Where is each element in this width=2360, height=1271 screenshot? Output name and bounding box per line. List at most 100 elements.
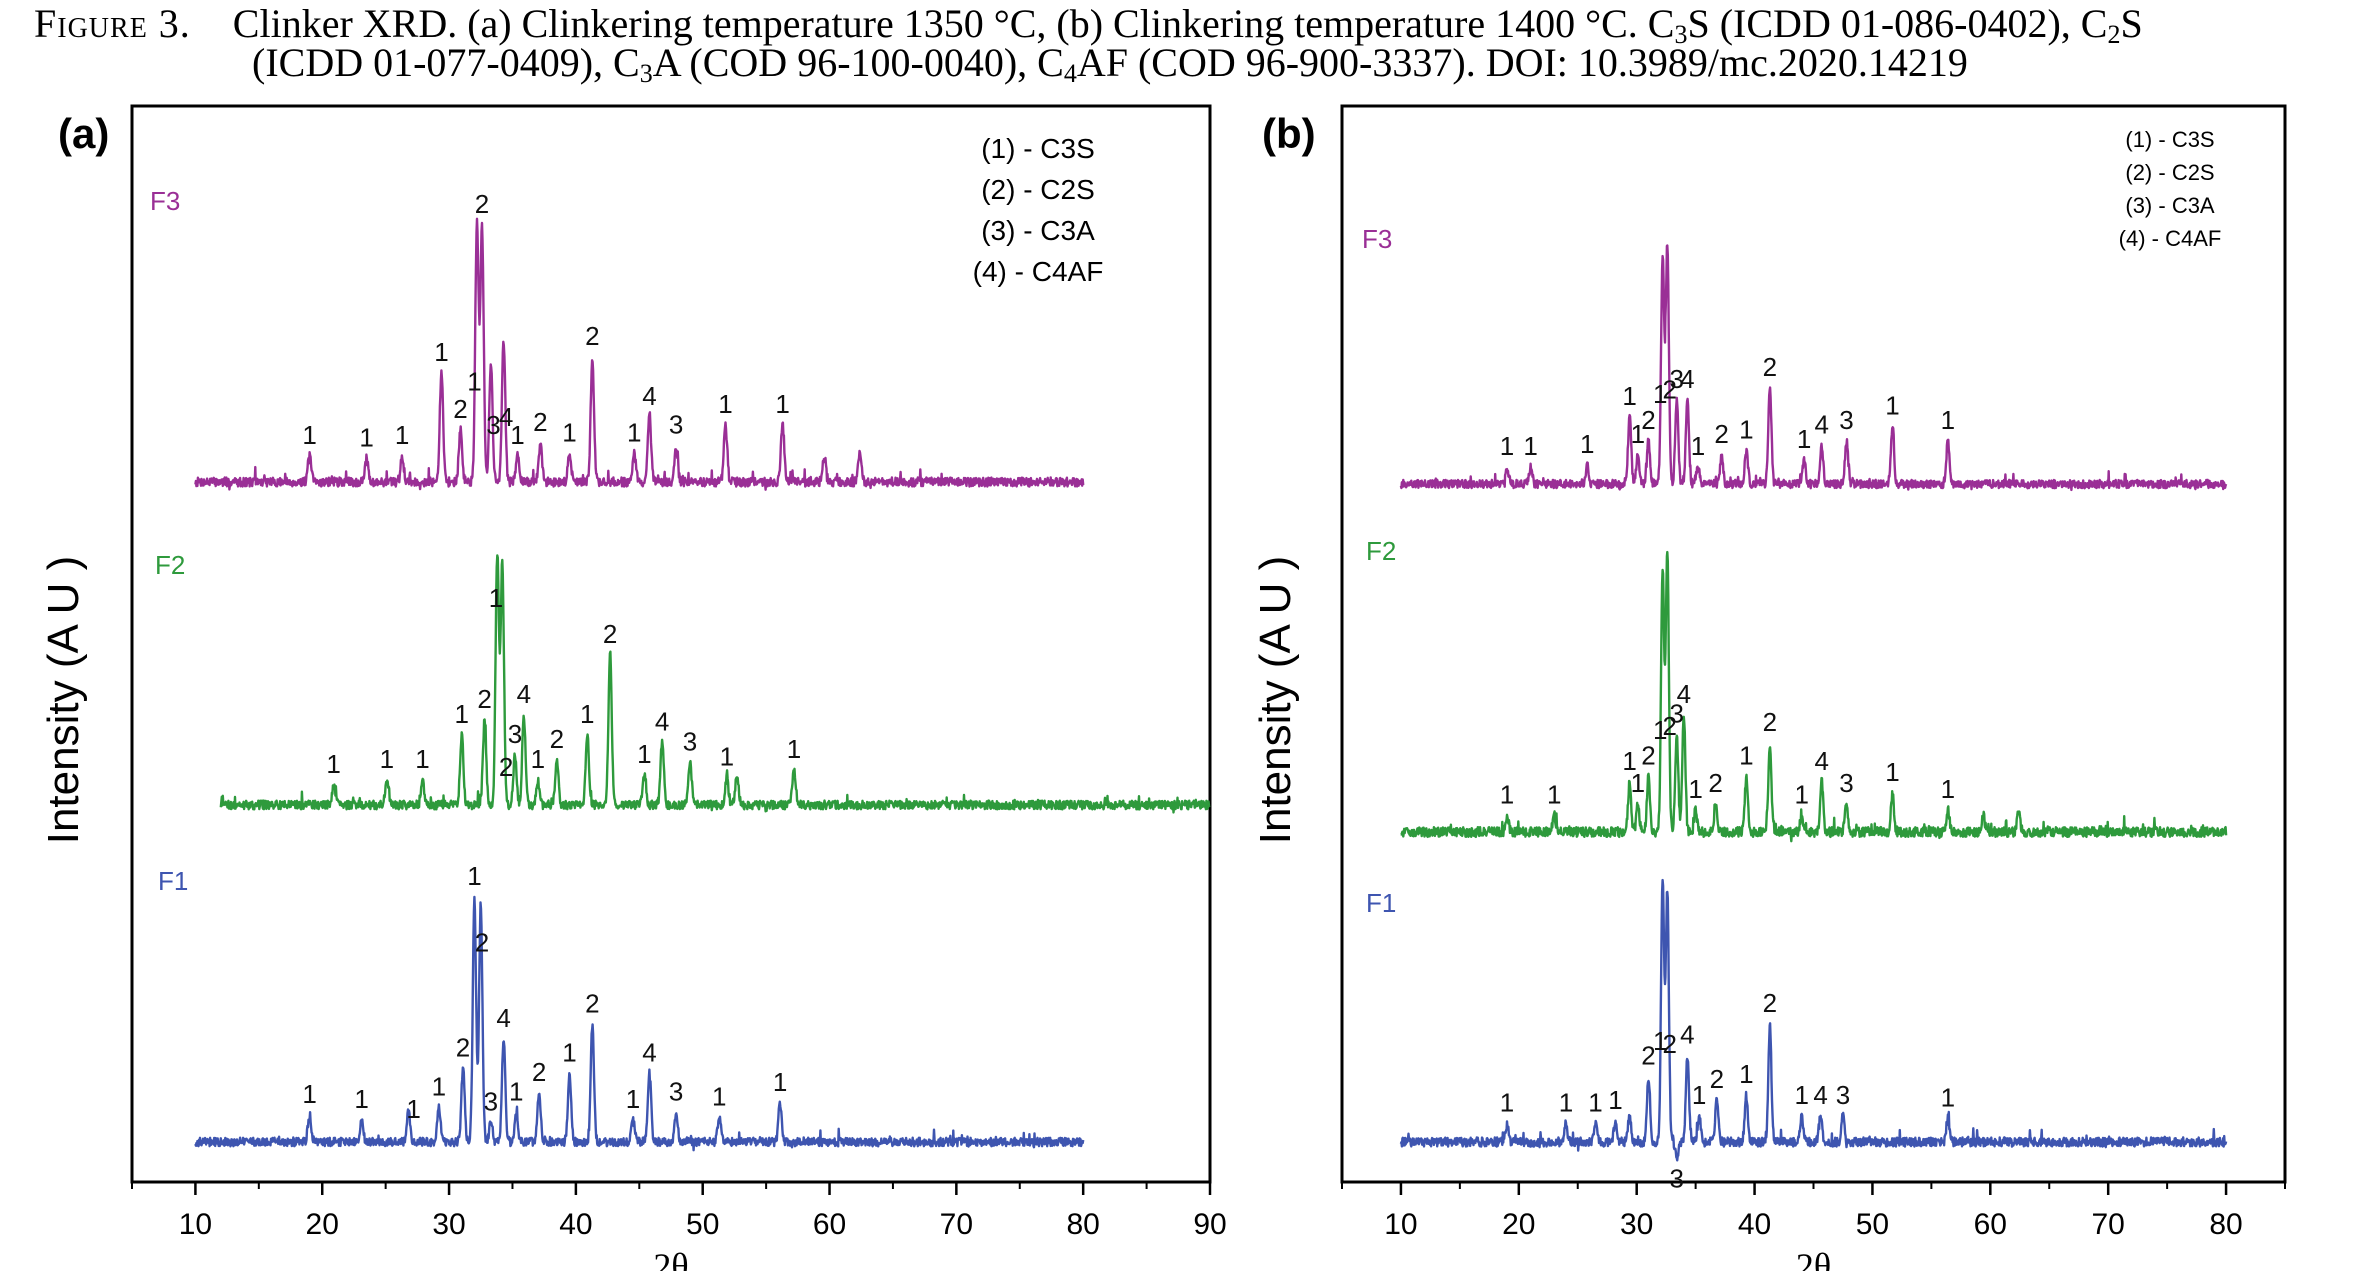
caption-line-2: (ICDD 01-077-0409), C3A (COD 96-100-0040…	[252, 40, 1968, 88]
series-line-f3	[1399, 244, 2228, 492]
peak-label: 1	[455, 699, 469, 729]
x-tick-label: 10	[1384, 1208, 1417, 1241]
legend-entry: (3) - C3A	[2125, 193, 2215, 218]
peak-label: 2	[533, 407, 547, 437]
caption-line-1: Figure 3. Clinker XRD. (a) Clinkering tem…	[34, 1, 2143, 49]
peak-label: 1	[1941, 405, 1955, 435]
peak-label: 1	[562, 417, 576, 447]
peak-label: 1	[1631, 419, 1645, 449]
peak-label: 3	[508, 719, 522, 749]
peak-label: 2	[1714, 419, 1728, 449]
peak-label: 2	[585, 988, 599, 1018]
peak-label: 1	[637, 739, 651, 769]
peak-label: 1	[1941, 774, 1955, 804]
peak-label: 1	[531, 744, 545, 774]
peak-label: 1	[1580, 429, 1594, 459]
peak-label: 1	[1688, 774, 1702, 804]
peak-label: 2	[550, 724, 564, 754]
peak-label: 1	[1739, 1059, 1753, 1089]
peak-label: 2	[453, 394, 467, 424]
x-tick-label: 80	[1066, 1208, 1099, 1241]
peak-label: 1	[1653, 379, 1667, 409]
peak-label: 2	[1763, 707, 1777, 737]
y-axis-label: Intensity (A U )	[1251, 556, 1300, 845]
figure-caption: Figure 3. Clinker XRD. (a) Clinkering tem…	[0, 0, 2360, 92]
peak-label: 1	[712, 1082, 726, 1112]
panel-tag: (a)	[58, 110, 109, 157]
peak-label: 2	[1763, 352, 1777, 382]
peak-label: 1	[359, 423, 373, 453]
peak-label: 2	[475, 927, 489, 957]
peak-label: 1	[1608, 1085, 1622, 1115]
peak-label: 3	[669, 410, 683, 440]
series-name-f3: F3	[150, 186, 180, 216]
peak-label: 3	[683, 727, 697, 757]
peak-label: 1	[627, 417, 641, 447]
peak-label: 1	[1559, 1088, 1573, 1118]
peak-label: 1	[395, 420, 409, 450]
peak-label: 1	[1631, 768, 1645, 798]
peak-label: 3	[1670, 1164, 1684, 1194]
peak-label: 1	[1885, 390, 1899, 420]
x-axis-label: 2θ	[653, 1246, 688, 1271]
series-line-f2	[1400, 550, 2228, 843]
series-line-f1	[194, 895, 1085, 1152]
panel-tag: (b)	[1262, 110, 1316, 157]
peak-label: 2	[1710, 1064, 1724, 1094]
peak-label: 3	[1839, 405, 1853, 435]
x-tick-label: 40	[1738, 1208, 1771, 1241]
panel-a: (a) Intensity (A U ) 10 20 30 40 50 60 70 80 90 2θ (…	[39, 104, 1227, 1271]
series-line-f1	[1399, 878, 2228, 1162]
x-tick-label: 30	[1620, 1208, 1653, 1241]
x-tick-label: 10	[179, 1208, 212, 1241]
peak-label: 1	[1739, 414, 1753, 444]
x-tick-label: 40	[559, 1208, 592, 1241]
series-name-f2: F2	[155, 550, 185, 580]
legend-entry: (4) - C4AF	[2119, 226, 2222, 251]
peak-label: 3	[1839, 768, 1853, 798]
peak-label: 2	[456, 1033, 470, 1063]
peak-label: 2	[1641, 1041, 1655, 1071]
peak-label: 1	[1523, 431, 1537, 461]
peak-label: 1	[432, 1072, 446, 1102]
peak-label: 1	[1794, 779, 1808, 809]
peak-label: 4	[1680, 1020, 1694, 1050]
peak-label: 2	[1641, 405, 1655, 435]
peak-label: 2	[1641, 740, 1655, 770]
peak-label: 2	[603, 619, 617, 649]
peak-label: 1	[1941, 1082, 1955, 1112]
y-axis-label: Intensity (A U )	[39, 556, 88, 845]
peak-label: 1	[562, 1037, 576, 1067]
peak-label: 1	[302, 420, 316, 450]
peak-label: 1	[326, 749, 340, 779]
peak-label: 1	[1739, 740, 1753, 770]
peak-label: 2	[1662, 374, 1676, 404]
x-tick-label: 80	[2209, 1208, 2242, 1241]
series-line-f2	[219, 554, 1211, 814]
peak-label: 4	[655, 707, 669, 737]
caption-text-1: Clinker XRD. (a) Clinkering temperature …	[232, 1, 2143, 49]
x-tick-label: 90	[1193, 1208, 1226, 1241]
peak-label: 1	[775, 389, 789, 419]
peak-label: 1	[1500, 779, 1514, 809]
x-tick-label: 60	[1974, 1208, 2007, 1241]
x-tick-label: 70	[940, 1208, 973, 1241]
peak-label: 1	[380, 744, 394, 774]
peak-label: 3	[1670, 699, 1684, 729]
legend-entry: (1) - C3S	[981, 133, 1095, 164]
peak-label: 1	[626, 1084, 640, 1114]
peak-label: 1	[1653, 715, 1667, 745]
peak-label: 1	[415, 744, 429, 774]
peak-label: 1	[1797, 424, 1811, 454]
peak-label: 3	[669, 1077, 683, 1107]
peak-label: 2	[499, 752, 513, 782]
peak-label: 1	[720, 742, 734, 772]
x-tick-label: 20	[306, 1208, 339, 1241]
peak-label: 4	[517, 679, 531, 709]
legend-entry: (2) - C2S	[981, 174, 1095, 205]
peak-label: 4	[496, 1003, 510, 1033]
peak-label: 2	[1763, 988, 1777, 1018]
peak-label: 1	[1500, 431, 1514, 461]
x-tick-label: 20	[1502, 1208, 1535, 1241]
